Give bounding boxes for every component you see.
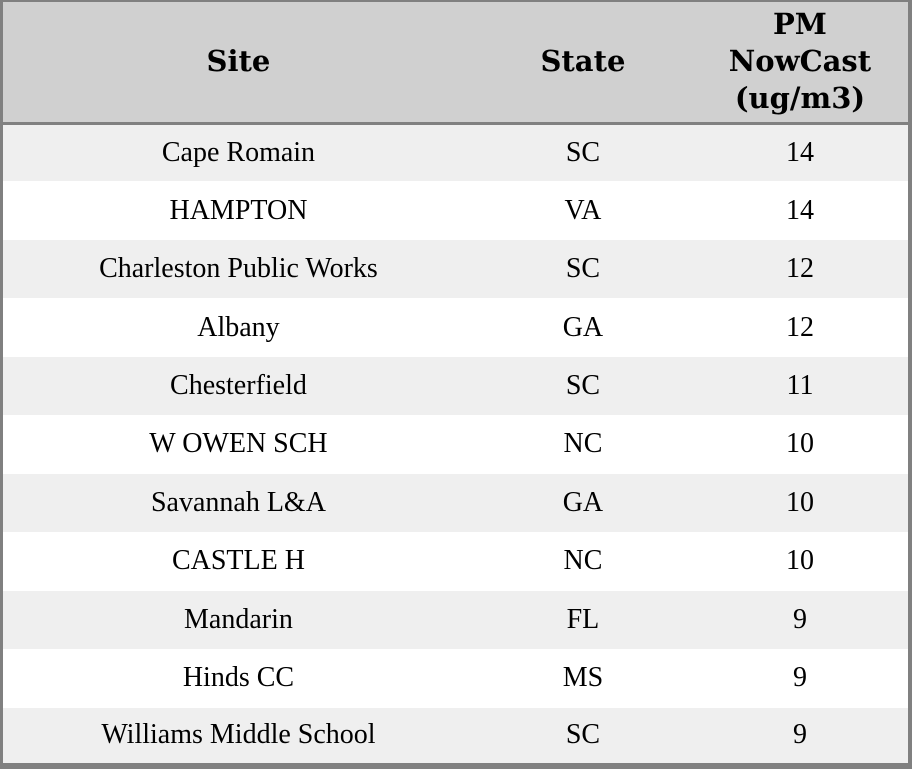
cell-site: Williams Middle School — [101, 719, 376, 751]
cell-pm-nowcast: 10 — [785, 486, 814, 518]
cell-site: Albany — [197, 311, 280, 343]
cell-site: Charleston Public Works — [99, 253, 378, 285]
column-header-pm-nowcast-label: PM NowCast (ug/m3) — [728, 7, 872, 116]
cell-pm-nowcast: 12 — [785, 311, 814, 343]
cell-pm-nowcast: 9 — [792, 719, 807, 751]
cell-state: SC — [565, 253, 601, 285]
cell-state: SC — [565, 370, 601, 402]
cell-state: NC — [563, 428, 603, 460]
table-row: Charleston Public Works SC 12 — [1, 239, 910, 299]
column-header-pm-nowcast: PM NowCast (ug/m3) — [691, 1, 910, 125]
table-row: Hinds CC MS 9 — [1, 649, 910, 708]
table-header: Site State PM NowCast (ug/m3) — [1, 1, 910, 125]
cell-pm-nowcast: 10 — [785, 545, 814, 577]
table-row: Albany GA 12 — [1, 298, 910, 357]
cell-state: GA — [562, 486, 604, 518]
cell-pm-nowcast: 10 — [785, 428, 814, 460]
cell-site: Cape Romain — [161, 136, 316, 168]
cell-state: GA — [562, 311, 604, 343]
cell-state: SC — [565, 719, 601, 751]
cell-site: Chesterfield — [170, 370, 307, 402]
cell-site: Mandarin — [184, 603, 293, 635]
cell-pm-nowcast: 11 — [786, 370, 814, 402]
table-row: Williams Middle School SC 9 — [1, 707, 910, 766]
table-row: Savannah L&A GA 10 — [1, 473, 910, 533]
column-header-site: Site — [1, 1, 474, 125]
cell-pm-nowcast: 14 — [785, 136, 814, 168]
cell-site: Savannah L&A — [150, 486, 326, 518]
cell-state: VA — [564, 194, 602, 226]
table-row: Cape Romain SC 14 — [1, 123, 910, 182]
cell-state: NC — [563, 545, 603, 577]
cell-site: HAMPTON — [169, 194, 308, 226]
column-header-state: State — [473, 1, 692, 125]
column-header-state-label: State — [540, 44, 626, 79]
table-row: Mandarin FL 9 — [1, 590, 910, 650]
header-row: Site State PM NowCast (ug/m3) — [1, 1, 910, 125]
cell-pm-nowcast: 9 — [792, 603, 807, 635]
table-row: Chesterfield SC 11 — [1, 356, 910, 416]
table-row: HAMPTON VA 14 — [1, 181, 910, 240]
cell-state: MS — [562, 662, 604, 694]
column-header-site-label: Site — [206, 44, 271, 79]
table-row: W OWEN SCH NC 10 — [1, 415, 910, 474]
table-body: Cape Romain SC 14 HAMPTON VA 14 Charlest… — [1, 123, 910, 766]
cell-site: CASTLE H — [171, 545, 305, 577]
cell-site: Hinds CC — [182, 662, 295, 694]
cell-pm-nowcast: 14 — [785, 194, 814, 226]
cell-pm-nowcast: 9 — [792, 662, 807, 694]
table-row: CASTLE H NC 10 — [1, 532, 910, 591]
cell-state: SC — [565, 136, 601, 168]
cell-site: W OWEN SCH — [149, 428, 328, 460]
cell-state: FL — [566, 603, 600, 635]
cell-pm-nowcast: 12 — [785, 253, 814, 285]
